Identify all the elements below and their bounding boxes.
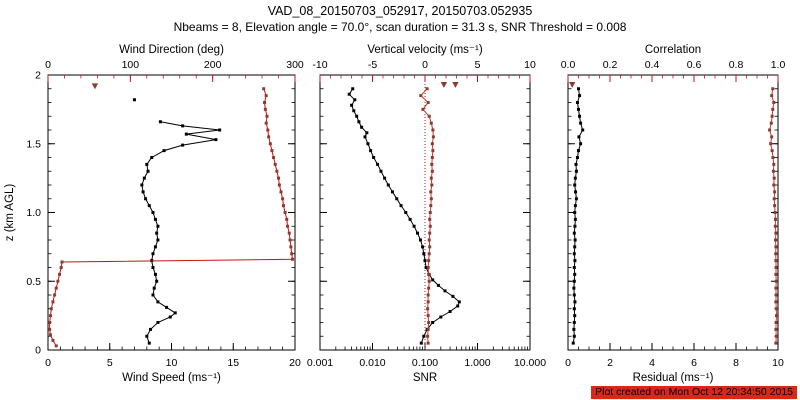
series-wind-speed-isolated [132,98,136,102]
svg-text:5: 5 [107,357,113,369]
svg-text:10.000: 10.000 [514,357,546,369]
svg-text:0.100: 0.100 [412,357,438,369]
svg-text:Residual (ms⁻¹): Residual (ms⁻¹) [633,372,714,384]
svg-text:1.0: 1.0 [26,207,41,219]
svg-text:-5: -5 [368,59,377,71]
svg-text:0.001: 0.001 [307,357,333,369]
svg-text:0.0: 0.0 [561,59,576,71]
svg-text:8: 8 [733,357,739,369]
svg-text:0: 0 [45,357,51,369]
svg-text:5: 5 [475,59,481,71]
svg-text:1.000: 1.000 [464,357,490,369]
series-correlation-offscale [569,82,576,88]
svg-text:6: 6 [691,357,697,369]
svg-text:Correlation: Correlation [645,44,701,56]
svg-text:0: 0 [422,59,428,71]
series-vertical-velocity-offscale [440,82,459,88]
svg-text:0.4: 0.4 [645,59,660,71]
svg-text:0.5: 0.5 [26,276,41,288]
svg-text:10: 10 [772,357,784,369]
svg-text:1.5: 1.5 [26,138,41,150]
svg-text:2: 2 [35,70,41,82]
svg-text:1.0: 1.0 [771,59,786,71]
svg-text:SNR: SNR [413,372,437,384]
svg-text:0: 0 [565,357,571,369]
svg-text:10: 10 [166,357,178,369]
svg-text:0.010: 0.010 [359,357,385,369]
svg-text:0.2: 0.2 [603,59,618,71]
series-vertical-velocity [419,87,435,345]
svg-text:0: 0 [45,59,51,71]
plot-created-stamp: Plot created on Mon Oct 12 20:34:50 2015 [591,386,797,399]
svg-text:0.6: 0.6 [687,59,702,71]
page-title: VAD_08_20150703_052917, 20150703.052935 [267,4,533,18]
svg-text:20: 20 [289,357,301,369]
svg-text:Wind Direction (deg): Wind Direction (deg) [119,44,224,56]
svg-text:4: 4 [649,357,655,369]
svg-text:300: 300 [286,59,304,71]
svg-text:15: 15 [227,357,239,369]
svg-text:Wind Speed (ms⁻¹): Wind Speed (ms⁻¹) [122,372,221,384]
svg-text:0: 0 [35,345,41,357]
svg-text:2: 2 [607,357,613,369]
series-wind-direction-offscale [91,83,99,90]
y-axis-label: z (km AGL) [4,184,16,242]
series-correlation [768,87,779,345]
svg-text:200: 200 [204,59,222,71]
series-residual [571,87,585,345]
series-snr [347,87,461,345]
svg-text:-10: -10 [312,59,327,71]
svg-text:100: 100 [122,59,140,71]
svg-text:0.8: 0.8 [729,59,744,71]
figure-subtitle: Nbeams = 8, Elevation angle = 70.0°, sca… [173,20,627,34]
series-wind-direction [48,87,295,348]
panel-residual-correlation: 0 2 4 6 8 10 Residual (ms⁻¹) 0.0 0.2 0.4 0.6 0.8 1.0… [561,44,786,384]
svg-text:10: 10 [524,59,536,71]
panel-snr-vv: 0.001 0.010 0.100 1.000 10.000 SNR -10 -5 0 5 10 Ve… [307,44,546,384]
series-wind-speed [140,120,222,345]
svg-text:Vertical velocity (ms⁻¹): Vertical velocity (ms⁻¹) [367,44,483,56]
